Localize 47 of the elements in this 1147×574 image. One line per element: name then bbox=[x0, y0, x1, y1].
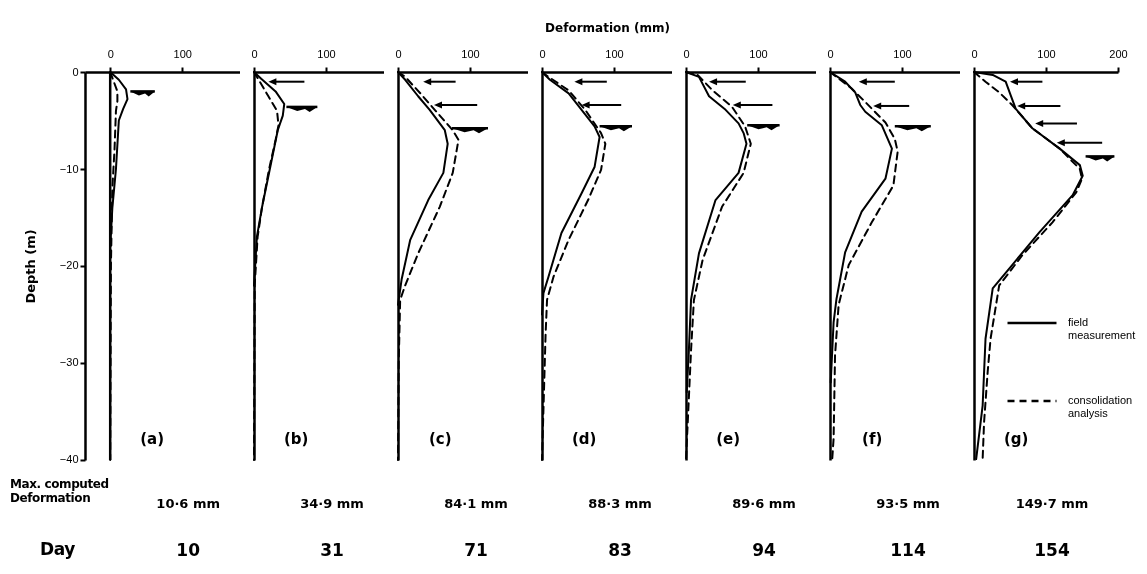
x-tick-label: 0 bbox=[107, 47, 114, 60]
text: Max. computed Deformation bbox=[10, 477, 110, 506]
x-tick-label: 100 bbox=[173, 47, 192, 60]
x-tick-label: 0 bbox=[251, 47, 258, 60]
x-tick-label: 0 bbox=[539, 47, 546, 60]
annotation: (g) bbox=[1003, 430, 1029, 448]
x-tick-label: 100 bbox=[317, 47, 336, 60]
x-tick-label: 200 bbox=[1109, 47, 1128, 60]
y-axis-title: Depth (m) bbox=[22, 229, 38, 304]
annotation: (e) bbox=[716, 430, 741, 448]
x-axis-title: Deformation (mm) bbox=[545, 20, 671, 35]
legend-label: field measurement bbox=[1068, 316, 1136, 341]
x-tick-label: 0 bbox=[971, 47, 978, 60]
text: 88·3 mm bbox=[588, 496, 652, 511]
text: 94 bbox=[752, 540, 776, 560]
text: 84·1 mm bbox=[444, 496, 508, 511]
text: 154 bbox=[1034, 540, 1070, 560]
x-tick-label: 100 bbox=[605, 47, 624, 60]
text: Day bbox=[40, 539, 76, 560]
x-tick-label: 0 bbox=[683, 47, 690, 60]
annotation: (d) bbox=[571, 430, 597, 448]
text: 114 bbox=[890, 540, 926, 560]
x-tick-label: 100 bbox=[893, 47, 912, 60]
text: 89·6 mm bbox=[732, 496, 796, 511]
text: 149·7 mm bbox=[1015, 496, 1089, 511]
y-tick-label: −10 bbox=[59, 162, 79, 175]
x-tick-label: 100 bbox=[1037, 47, 1056, 60]
text: 10 bbox=[176, 540, 201, 560]
text: 10·6 mm bbox=[156, 496, 221, 511]
x-tick-label: 100 bbox=[749, 47, 768, 60]
y-tick-label: −40 bbox=[59, 453, 79, 466]
text: 31 bbox=[320, 540, 344, 560]
x-tick-label: 0 bbox=[395, 47, 402, 60]
annotation: (a) bbox=[140, 430, 165, 448]
x-tick-label: 0 bbox=[827, 47, 834, 60]
text: 83 bbox=[608, 540, 632, 560]
text: 93·5 mm bbox=[876, 496, 940, 511]
y-tick-label: −30 bbox=[59, 356, 79, 369]
annotation: (f) bbox=[862, 430, 883, 448]
annotation: (c) bbox=[428, 430, 452, 448]
text: 34·9 mm bbox=[300, 496, 364, 511]
y-tick-label: −20 bbox=[59, 259, 79, 272]
x-tick-label: 100 bbox=[461, 47, 480, 60]
annotation: (b) bbox=[283, 430, 309, 448]
text: 71 bbox=[464, 540, 488, 560]
y-tick-label: 0 bbox=[72, 65, 79, 78]
legend-label: consolidation analysis bbox=[1068, 394, 1133, 419]
